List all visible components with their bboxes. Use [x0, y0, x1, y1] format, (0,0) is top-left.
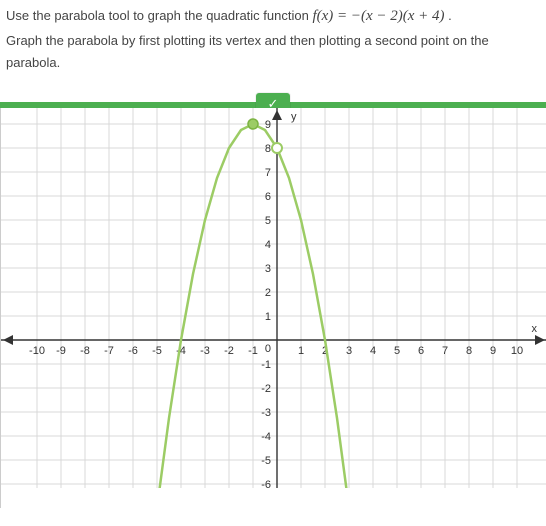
chart-svg: -10-9-8-7-6-5-4-3-2-1012345678910-6-5-4-… [1, 108, 546, 488]
vertex-point[interactable] [248, 119, 258, 129]
svg-text:-2: -2 [224, 345, 234, 357]
svg-text:-10: -10 [29, 345, 45, 357]
second-point[interactable] [272, 143, 282, 153]
svg-text:-9: -9 [56, 345, 66, 357]
svg-text:-2: -2 [261, 383, 271, 395]
graph-container: ✓ -10-9-8-7-6-5-4-3-2-1012345678910-6-5-… [0, 88, 546, 508]
svg-text:9: 9 [490, 345, 496, 357]
svg-text:7: 7 [442, 345, 448, 357]
instructions: Use the parabola tool to graph the quadr… [0, 0, 546, 76]
svg-text:1: 1 [265, 311, 271, 323]
instruction-line-1-pre: Use the parabola tool to graph the quadr… [6, 8, 312, 23]
svg-text:-3: -3 [261, 407, 271, 419]
svg-text:8: 8 [466, 345, 472, 357]
svg-text:x: x [532, 323, 538, 335]
svg-text:-7: -7 [104, 345, 114, 357]
graph-canvas[interactable]: -10-9-8-7-6-5-4-3-2-1012345678910-6-5-4-… [0, 108, 546, 508]
svg-text:-4: -4 [261, 431, 271, 443]
svg-text:10: 10 [511, 345, 523, 357]
svg-text:-8: -8 [80, 345, 90, 357]
svg-text:7: 7 [265, 167, 271, 179]
instruction-line-1: Use the parabola tool to graph the quadr… [6, 4, 540, 30]
svg-text:-6: -6 [128, 345, 138, 357]
svg-text:5: 5 [265, 215, 271, 227]
svg-text:4: 4 [265, 239, 271, 251]
instruction-line-1-post: . [448, 8, 452, 23]
svg-text:5: 5 [394, 345, 400, 357]
svg-text:3: 3 [265, 263, 271, 275]
svg-text:8: 8 [265, 143, 271, 155]
svg-text:y: y [291, 111, 297, 123]
svg-text:1: 1 [298, 345, 304, 357]
svg-text:0: 0 [265, 343, 271, 355]
svg-text:3: 3 [346, 345, 352, 357]
svg-text:2: 2 [265, 287, 271, 299]
svg-text:-3: -3 [200, 345, 210, 357]
svg-text:-5: -5 [152, 345, 162, 357]
svg-text:6: 6 [418, 345, 424, 357]
svg-text:4: 4 [370, 345, 376, 357]
instruction-function: f(x) = −(x − 2)(x + 4) [312, 8, 444, 24]
svg-text:6: 6 [265, 191, 271, 203]
instruction-line-2: Graph the parabola by first plotting its… [6, 30, 540, 74]
svg-text:-5: -5 [261, 455, 271, 467]
svg-text:-1: -1 [261, 359, 271, 371]
svg-text:-1: -1 [248, 345, 258, 357]
svg-text:-6: -6 [261, 479, 271, 488]
